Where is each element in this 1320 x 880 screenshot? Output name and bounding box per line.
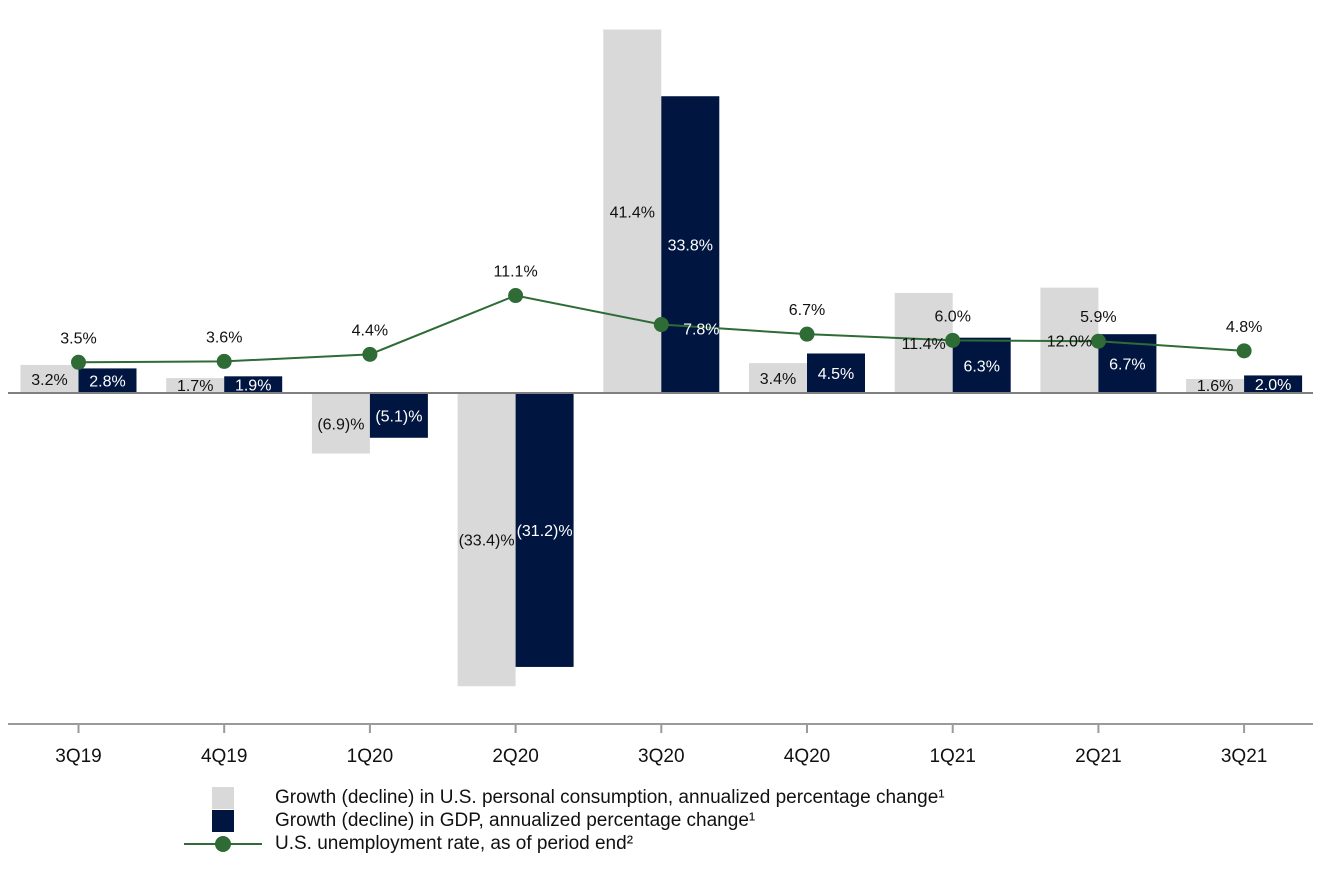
data-label-gdp-3Q21: 2.0% [1255,377,1291,394]
x-tick-label-1Q21: 1Q21 [929,746,975,767]
legend-label-consumption: Growth (decline) in U.S. personal consum… [275,787,945,808]
bar-consumption-3Q21 [1186,378,1245,393]
data-label-gdp-2Q20: (31.2)% [517,523,573,540]
x-tick-label-2Q21: 2Q21 [1075,746,1121,767]
data-label-unemployment-3Q21: 4.8% [1226,319,1262,336]
legend-swatch-consumption [212,786,234,809]
data-label-consumption-3Q20: 41.4% [610,204,655,221]
data-label-gdp-1Q20: (5.1)% [375,408,422,425]
data-label-consumption-4Q20: 3.4% [760,371,796,388]
unemployment-point-2Q21 [1090,333,1106,349]
legend-marker-unemployment [215,836,231,852]
data-label-unemployment-1Q21: 6.0% [934,308,970,325]
bar-consumption-3Q19 [20,364,79,393]
bar-consumption-1Q20 [311,393,370,454]
bar-gdp-2Q20 [515,393,574,667]
unemployment-point-3Q19 [71,354,86,370]
data-label-consumption-3Q21: 1.6% [1197,378,1233,395]
x-axis-ticks: 3Q19 4Q19 1Q20 2Q20 3Q20 4Q20 1Q21 2Q21 3Q21 [55,724,1267,767]
data-label-unemployment-1Q20: 4.4% [352,322,388,339]
bars-layer [20,29,1303,687]
bar-gdp-4Q19 [224,376,283,393]
bar-gdp-3Q19 [78,368,137,393]
unemployment-point-4Q20 [799,326,815,342]
unemployment-point-1Q20 [362,346,378,362]
unemployment-point-3Q21 [1236,343,1252,359]
data-label-gdp-1Q21: 6.3% [963,358,999,375]
bar-gdp-3Q20 [661,96,720,394]
data-label-unemployment-2Q20: 11.1% [494,264,538,281]
bar-consumption-3Q20 [603,29,662,394]
data-label-unemployment-3Q20: 7.8% [683,322,719,339]
legend-label-gdp: Growth (decline) in GDP, annualized perc… [275,810,756,831]
bar-consumption-2Q20 [457,393,516,687]
data-label-gdp-3Q20: 33.8% [668,238,713,255]
bar-consumption-4Q20 [749,363,807,393]
data-label-unemployment-4Q19: 3.6% [206,329,242,346]
data-label-unemployment-3Q19: 3.5% [60,330,96,347]
x-tick-label-2Q20: 2Q20 [492,746,538,767]
legend-label-unemployment: U.S. unemployment rate, as of period end… [275,833,634,854]
bar-consumption-1Q21 [894,292,953,393]
bar-gdp-4Q20 [807,353,865,393]
unemployment-point-3Q20 [653,317,669,333]
data-label-consumption-4Q19: 1.7% [177,378,213,395]
bar-consumption-4Q19 [166,378,225,393]
data-label-gdp-3Q19: 2.8% [89,374,125,391]
data-label-consumption-1Q21: 11.4% [902,336,946,353]
x-tick-label-3Q21: 3Q21 [1221,746,1267,767]
data-label-consumption-2Q20: (33.4)% [459,533,515,550]
x-tick-label-3Q19: 3Q19 [55,746,101,767]
x-tick-label-1Q20: 1Q20 [347,746,393,767]
data-labels-layer: 3.2% 2.8% 1.7% 1.9% (6.9)% (5.1)% (33.4)%(31.2… [31,204,1291,549]
data-label-consumption-1Q20: (6.9)% [317,416,364,433]
x-tick-label-4Q20: 4Q20 [784,746,830,767]
data-label-consumption-3Q19: 3.2% [31,372,67,389]
data-label-consumption-2Q21: 12.0% [1047,333,1092,350]
data-label-gdp-4Q20: 4.5% [818,366,854,383]
bar-gdp-1Q20 [369,393,428,438]
bar-gdp-3Q21 [1244,375,1303,393]
x-tick-label-4Q19: 4Q19 [201,746,247,767]
x-tick-label-3Q20: 3Q20 [638,746,684,767]
unemployment-line-layer [71,288,1252,370]
unemployment-point-1Q21 [945,332,961,348]
data-label-unemployment-2Q21: 5.9% [1080,309,1116,326]
legend-swatch-gdp [212,809,234,832]
bar-gdp-1Q21 [952,337,1011,393]
data-label-gdp-2Q21: 6.7% [1109,357,1145,374]
unemployment-point-2Q20 [508,288,524,304]
data-label-gdp-4Q19: 1.9% [235,378,271,395]
unemployment-point-4Q19 [216,353,232,369]
data-label-unemployment-4Q20: 6.7% [789,302,825,319]
